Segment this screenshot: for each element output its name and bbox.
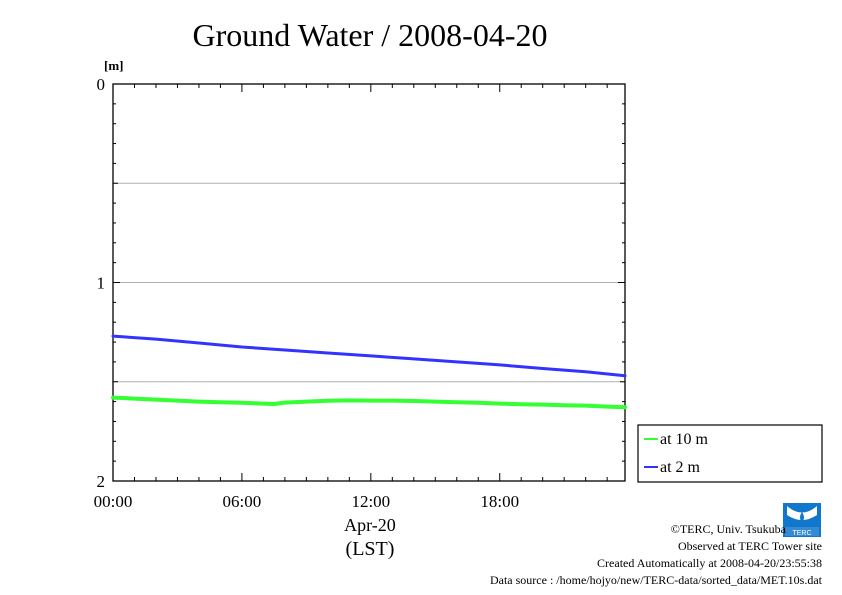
series-line-2m <box>111 334 627 378</box>
legend-label-2m: at 2 m <box>660 459 701 476</box>
y-axis-unit-label: [m] <box>104 58 124 73</box>
data-source-text: Data source : /home/hojyo/new/TERC-data/… <box>489 573 822 587</box>
x-tick-labels: 00:00 06:00 12:00 18:00 <box>94 492 519 511</box>
legend-label-10m: at 10 m <box>660 431 709 448</box>
series-lines <box>111 334 627 410</box>
x-tick-label: 00:00 <box>94 492 133 511</box>
y-tick-label: 1 <box>97 274 106 293</box>
legend: at 10 m at 2 m <box>637 424 823 483</box>
y-tick-label: 2 <box>97 472 106 491</box>
y-tick-labels: 0 1 2 <box>97 75 106 491</box>
copyright-text: ©TERC, Univ. Tsukuba <box>670 522 786 536</box>
chart-title: Ground Water / 2008-04-20 <box>193 17 548 53</box>
terc-logo-icon: TERC <box>783 503 821 537</box>
y-tick-label: 0 <box>97 75 106 94</box>
x-tick-label: 12:00 <box>351 492 390 511</box>
grid-lines <box>113 182 625 383</box>
x-axis-timezone-label: (LST) <box>346 538 395 560</box>
logo-text: TERC <box>792 530 811 537</box>
x-tick-label: 06:00 <box>223 492 262 511</box>
legend-box <box>637 424 823 483</box>
observed-site-text: Observed at TERC Tower site <box>677 539 822 553</box>
series-line-10m <box>111 395 627 410</box>
axis-ticks <box>112 83 625 482</box>
created-timestamp-text: Created Automatically at 2008-04-20/23:5… <box>597 556 822 570</box>
x-tick-label: 18:00 <box>480 492 519 511</box>
x-axis-date-label: Apr-20 <box>344 515 396 535</box>
